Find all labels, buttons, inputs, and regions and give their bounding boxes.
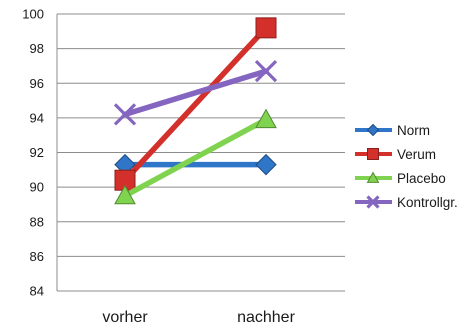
series-line-kontrollgr — [122, 68, 269, 118]
legend-label: Verum — [397, 147, 436, 162]
legend-item-kontrollgr: Kontrollgr. — [355, 195, 458, 210]
legend-item-placebo: Placebo — [355, 171, 446, 186]
y-tick-label: 92 — [30, 145, 44, 160]
y-tick-labels: 84 86 88 90 92 94 96 98 100 — [22, 7, 44, 299]
y-tick-label: 100 — [22, 7, 44, 22]
point-kontrollgr — [254, 59, 278, 83]
point-verum — [255, 17, 277, 39]
x-tick-labels: vorher nachher — [102, 309, 295, 326]
series-lines — [113, 17, 278, 205]
series-norm — [114, 153, 277, 176]
legend-marker — [367, 148, 379, 160]
legend-marker — [366, 171, 380, 183]
point-placebo — [255, 108, 277, 129]
legend-item-verum: Verum — [355, 147, 436, 162]
point-kontrollgr — [113, 103, 137, 126]
series-line-placebo — [122, 116, 269, 199]
y-tick-label: 90 — [30, 180, 44, 195]
y-tick-label: 86 — [30, 249, 44, 264]
legend-label: Placebo — [397, 171, 446, 186]
series-kontrollgr — [113, 59, 278, 126]
y-tick-label: 94 — [30, 110, 44, 125]
legend-marker — [366, 123, 380, 137]
legend-marker — [366, 195, 380, 209]
y-tick-label: 88 — [30, 214, 44, 229]
y-tick-label: 84 — [30, 284, 44, 299]
x-tick-label: nachher — [237, 309, 295, 326]
series-line-verum — [122, 25, 269, 183]
series-verum — [114, 17, 277, 191]
legend-label: Kontrollgr. — [397, 195, 458, 210]
legend: Norm Verum Placebo Kontrollgr. — [355, 123, 458, 210]
series-placebo — [114, 108, 277, 205]
y-tick-label: 98 — [30, 41, 44, 56]
x-tick-label: vorher — [102, 309, 148, 326]
y-tick-label: 96 — [30, 76, 44, 91]
point-norm — [255, 153, 277, 176]
point-placebo — [114, 184, 136, 205]
legend-item-norm: Norm — [355, 123, 430, 138]
legend-label: Norm — [397, 123, 430, 138]
